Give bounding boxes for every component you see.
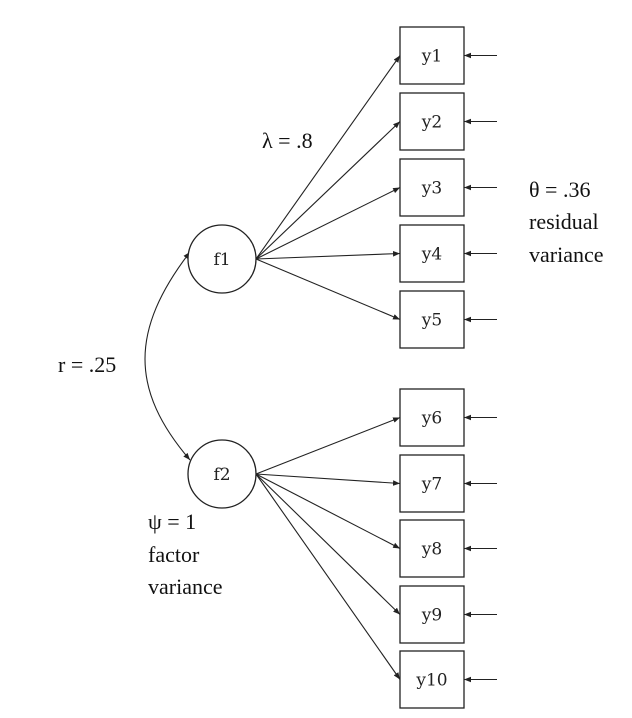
indicator-y5: y5 <box>400 291 464 348</box>
indicator-y4: y4 <box>400 225 464 282</box>
factor-f1: f1 <box>188 225 256 293</box>
indicator-label-y2: y2 <box>421 113 442 133</box>
factor-f2-label: f2 <box>213 465 230 485</box>
residual-value-label: θ = .36 <box>529 177 590 202</box>
loading-arrow-y10 <box>256 474 400 680</box>
loading-label: λ = .8 <box>262 128 313 153</box>
indicator-label-y10: y10 <box>415 671 447 691</box>
loading-arrow-y3 <box>256 188 400 260</box>
loading-arrow-y4 <box>256 254 400 260</box>
indicator-label-y4: y4 <box>421 245 442 265</box>
factor-f1-label: f1 <box>213 250 230 270</box>
indicator-y10: y10 <box>400 651 464 708</box>
factor-variance-value-label: ψ = 1 <box>148 509 196 534</box>
indicator-label-y1: y1 <box>421 47 442 67</box>
correlation-label: r = .25 <box>58 352 116 377</box>
indicator-y9: y9 <box>400 586 464 643</box>
factor-variance-caption-line2: variance <box>148 574 223 599</box>
loading-arrow-y6 <box>256 418 400 475</box>
indicator-y3: y3 <box>400 159 464 216</box>
loading-arrow-y1 <box>256 56 400 260</box>
factor-f2: f2 <box>188 440 256 508</box>
loading-arrow-y5 <box>256 259 400 320</box>
indicator-y2: y2 <box>400 93 464 150</box>
indicator-label-y7: y7 <box>421 475 442 495</box>
loading-arrow-y9 <box>256 474 400 615</box>
indicator-label-y5: y5 <box>421 311 442 331</box>
indicator-label-y9: y9 <box>421 606 442 626</box>
indicator-label-y3: y3 <box>421 179 442 199</box>
loading-arrow-y7 <box>256 474 400 484</box>
indicator-y8: y8 <box>400 520 464 577</box>
indicator-y1: y1 <box>400 27 464 84</box>
indicator-label-y8: y8 <box>421 540 442 560</box>
factor-variance-caption-line1: factor <box>148 542 200 567</box>
residual-caption-line1: residual <box>529 209 599 234</box>
indicator-y6: y6 <box>400 389 464 446</box>
residual-caption-line2: variance <box>529 242 604 267</box>
indicator-y7: y7 <box>400 455 464 512</box>
loading-arrow-y8 <box>256 474 400 549</box>
factor-correlation-arc <box>145 252 190 460</box>
indicator-label-y6: y6 <box>421 409 442 429</box>
